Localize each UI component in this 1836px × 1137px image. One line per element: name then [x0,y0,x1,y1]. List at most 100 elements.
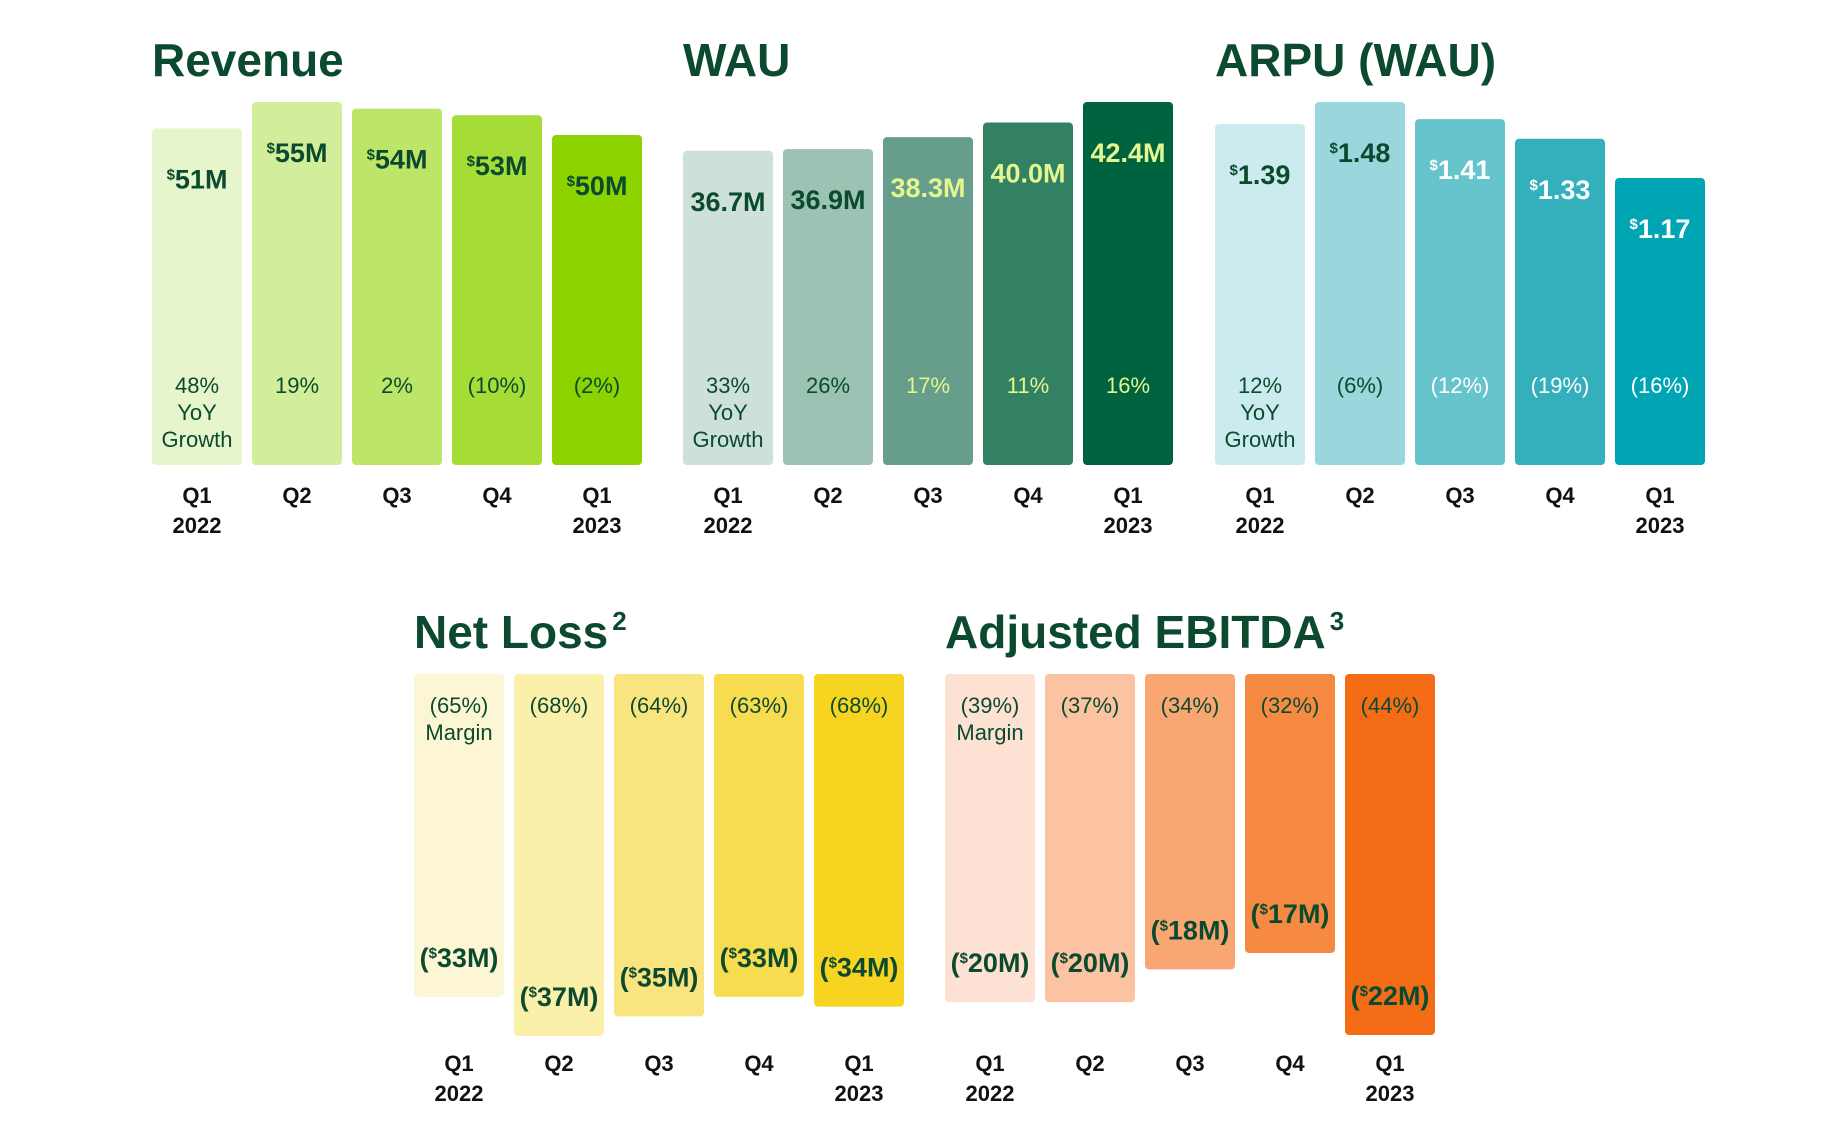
chart-title: Adjusted EBITDA [945,606,1326,658]
x-tick-label: Q4 [1013,483,1043,508]
chart-title: Net Loss [414,606,608,658]
pct-caption: YoY [177,400,217,425]
pct-caption: YoY [708,400,748,425]
data-label: $50M [567,171,628,201]
x-tick-label: Q3 [644,1051,673,1076]
x-tick-label: 2022 [966,1081,1015,1106]
bar [783,149,873,465]
bar [1515,138,1605,466]
pct-label: (63%) [730,693,789,718]
x-tick-label: Q1 [713,483,742,508]
x-tick-label: Q1 [182,483,211,508]
pct-label: (12%) [1431,373,1490,398]
pct-caption: Margin [956,720,1023,745]
bar [1415,119,1505,466]
x-tick-label: Q2 [1345,483,1374,508]
x-tick-label: Q4 [1545,483,1575,508]
chart-adj-ebitda: Adjusted EBITDA 3 ($20M) (39%)Margin Q1 2022 (… [945,606,1435,1106]
data-label: $53M [467,151,528,181]
data-label: 40.0M [990,159,1065,189]
data-label: 36.9M [790,185,865,215]
pct-caption: Growth [693,427,764,452]
bar [945,674,1035,1003]
chart-title: ARPU (WAU) [1215,34,1496,86]
bar [514,674,604,1036]
data-label: $54M [367,145,428,175]
data-label: ($20M) [951,948,1030,978]
x-tick-label: Q4 [1275,1051,1305,1076]
chart-title: WAU [683,34,790,86]
x-tick-label: 2022 [704,513,753,538]
data-label: $1.17 [1630,214,1691,244]
bar [352,108,442,465]
pct-label: 17% [906,373,950,398]
bar [1083,102,1173,465]
x-tick-label: 2023 [835,1081,884,1106]
pct-label: (44%) [1361,693,1420,718]
data-label: ($35M) [620,962,699,992]
data-label: 42.4M [1090,138,1165,168]
data-label: ($18M) [1151,915,1230,945]
x-tick-label: Q4 [482,483,512,508]
x-tick-label: Q1 [582,483,611,508]
data-label: ($20M) [1051,948,1130,978]
bar [883,137,973,465]
data-label: $1.39 [1230,160,1291,190]
data-label: $51M [167,164,228,194]
x-tick-label: Q3 [1445,483,1474,508]
x-tick-label: Q3 [913,483,942,508]
bar [1045,674,1135,1003]
pct-label: (34%) [1161,693,1220,718]
chart-title: Revenue [152,34,344,86]
pct-label: (2%) [574,373,620,398]
bar [414,674,504,997]
pct-label: 48% [175,373,219,398]
pct-label: (37%) [1061,693,1120,718]
x-tick-label: Q2 [544,1051,573,1076]
bar [814,674,904,1007]
pct-label: (39%) [961,693,1020,718]
pct-caption: Growth [162,427,233,452]
pct-label: (19%) [1531,373,1590,398]
data-label: ($33M) [720,943,799,973]
x-tick-label: Q2 [282,483,311,508]
pct-label: 33% [706,373,750,398]
bar [152,128,242,465]
x-tick-label: 2023 [1104,513,1153,538]
x-tick-label: 2023 [1636,513,1685,538]
pct-label: 19% [275,373,319,398]
pct-label: 2% [381,373,413,398]
data-label: ($22M) [1351,981,1430,1011]
x-tick-label: Q1 [1245,483,1274,508]
bar [1615,178,1705,465]
x-tick-label: 2022 [435,1081,484,1106]
x-tick-label: Q3 [382,483,411,508]
data-label: 36.7M [690,187,765,217]
pct-caption: YoY [1240,400,1280,425]
x-tick-label: Q2 [813,483,842,508]
x-tick-label: Q1 [444,1051,473,1076]
x-tick-label: Q1 [975,1051,1004,1076]
bar [552,135,642,465]
bar [1315,102,1405,465]
bar [1345,674,1435,1035]
bar [983,122,1073,465]
bar [1245,674,1335,953]
pct-label: 16% [1106,373,1150,398]
pct-label: (68%) [530,693,589,718]
x-tick-label: Q4 [744,1051,774,1076]
x-tick-label: 2023 [1366,1081,1415,1106]
bar [1145,674,1235,970]
pct-label: (32%) [1261,693,1320,718]
bar [683,150,773,465]
x-tick-label: Q1 [1113,483,1142,508]
footnote-marker: 2 [612,606,626,636]
data-label: ($34M) [820,953,899,983]
footnote-marker: 3 [1330,606,1344,636]
pct-label: (65%) [430,693,489,718]
x-tick-label: 2022 [173,513,222,538]
x-tick-label: Q1 [1375,1051,1404,1076]
